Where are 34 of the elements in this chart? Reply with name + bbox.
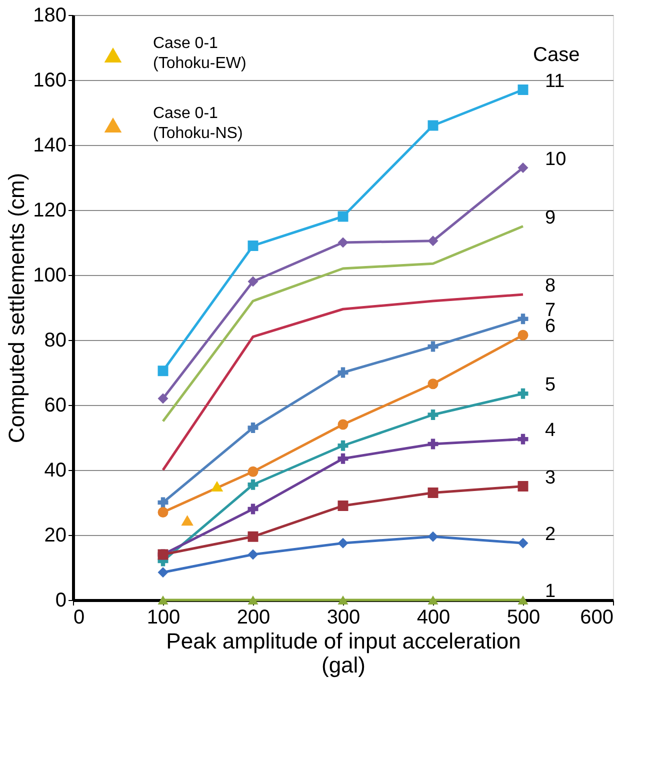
legend-title: Case xyxy=(533,44,580,66)
series-label: 5 xyxy=(545,374,556,396)
line-series xyxy=(162,293,524,472)
series-label: 6 xyxy=(545,316,556,338)
y-tick-label: 80 xyxy=(44,330,66,352)
x-tick-label: 600 xyxy=(580,606,614,628)
y-tick-label: 120 xyxy=(33,200,66,222)
y-tick-label: 60 xyxy=(44,394,66,416)
y-tick-label: 140 xyxy=(33,134,66,156)
y-tick-label: 100 xyxy=(33,264,66,286)
y-tick-label: 40 xyxy=(44,460,66,482)
series-label: 11 xyxy=(545,70,565,92)
legend-label: Case 0-1 (Tohoku-NS) xyxy=(153,105,243,142)
legend-label: Case 0-1 (Tohoku-EW) xyxy=(153,35,246,72)
y-tick-label: 20 xyxy=(44,524,66,546)
y-tick-label: 160 xyxy=(33,70,66,92)
series-label: 4 xyxy=(545,420,556,442)
x-axis-title: Peak amplitude of input acceleration (gal) xyxy=(166,628,521,678)
line-series xyxy=(162,225,524,422)
series-label: 10 xyxy=(545,148,566,170)
series-label: 8 xyxy=(545,276,556,296)
y-tick-label: 0 xyxy=(55,590,66,612)
x-tick-label: 300 xyxy=(326,606,360,628)
x-tick-label: 100 xyxy=(146,606,180,628)
x-tick-label: 500 xyxy=(506,606,540,628)
y-axis-title: Computed settlements (cm) xyxy=(4,172,30,444)
x-tick-label: 200 xyxy=(236,606,270,628)
x-tick-label: 0 xyxy=(74,606,85,628)
y-tick-label: 180 xyxy=(33,4,66,26)
x-tick-label: 400 xyxy=(416,606,450,628)
series-label: 3 xyxy=(545,467,556,488)
series-label: 9 xyxy=(545,207,556,228)
series-label: 1 xyxy=(545,581,556,602)
series-label: 2 xyxy=(545,524,556,546)
